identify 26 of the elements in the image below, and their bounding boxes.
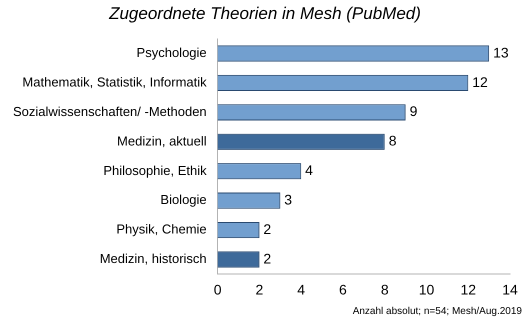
x-tick-label: 8 — [380, 281, 389, 298]
x-tick-label: 2 — [256, 281, 264, 298]
chart-title: Zugeordnete Theorien in Mesh (PubMed) — [108, 4, 422, 24]
data-label: 2 — [263, 250, 272, 266]
x-tick-label: 6 — [339, 281, 348, 298]
x-tick-label: 10 — [418, 281, 434, 298]
y-tick-label: Medizin, aktuell — [117, 133, 207, 148]
data-label: 8 — [388, 132, 397, 149]
data-label: 12 — [472, 74, 488, 90]
data-label: 4 — [305, 162, 314, 178]
y-tick-label: Philosophie, Ethik — [103, 162, 208, 178]
data-label: 3 — [284, 191, 292, 208]
y-tick-label: Psychologie — [136, 45, 207, 60]
data-label: 13 — [493, 44, 509, 60]
y-tick-label: Physik, Chemie — [116, 222, 207, 237]
x-tick-label: 0 — [214, 281, 222, 298]
x-tick-label: 14 — [502, 281, 518, 298]
x-tick-label: 12 — [460, 281, 476, 298]
data-label: 9 — [410, 103, 418, 120]
text: Anzahl absolut; n=54; Mesh/Aug.2019 — [352, 306, 522, 317]
y-tick-label: Mathematik, Statistik, Informatik — [22, 74, 208, 90]
y-tick-label: Medizin, historisch — [100, 251, 207, 266]
y-tick-label: Sozialwissenschaften/ -Methoden — [12, 104, 207, 119]
data-label: 2 — [263, 220, 272, 237]
y-tick-label: Biologie — [160, 192, 207, 208]
x-tick-label: 4 — [297, 281, 306, 298]
